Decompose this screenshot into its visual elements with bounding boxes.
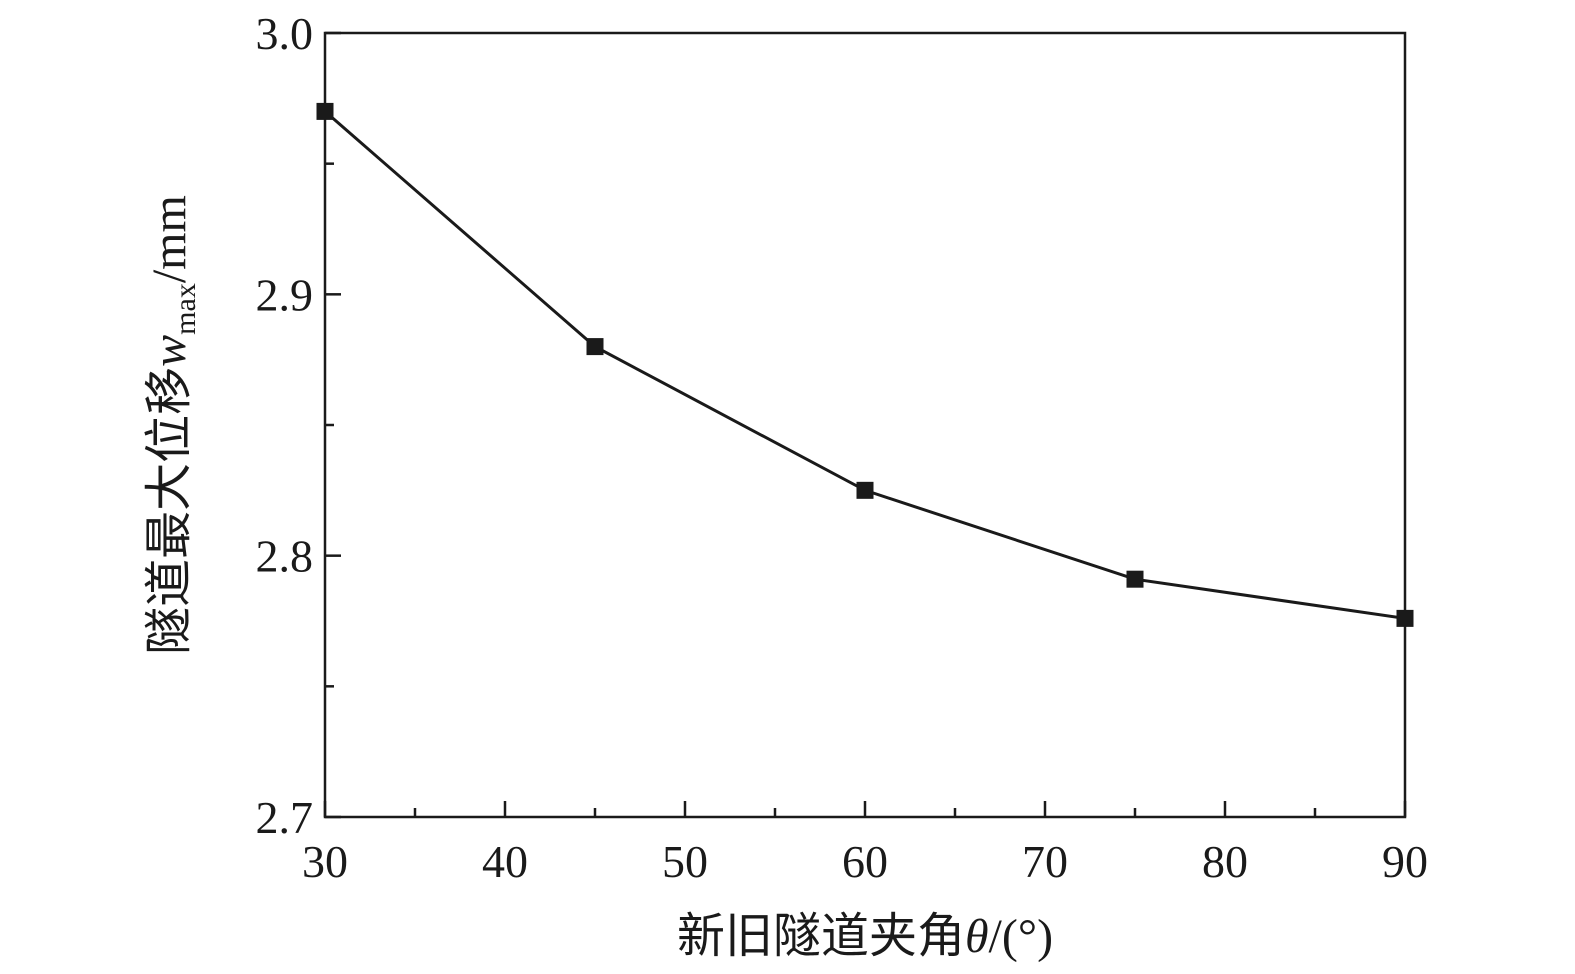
y-tick-label: 2.9 (256, 269, 314, 320)
y-axis-title-main: 隧道最大位移 (143, 367, 196, 655)
data-point (856, 481, 874, 499)
data-point (586, 338, 604, 356)
plot-frame (323, 31, 1407, 819)
data-point (1126, 570, 1144, 588)
tick-labels: 30 40 50 60 70 80 90 2.7 2.8 2.9 3.0 (256, 8, 1429, 887)
data-markers (316, 102, 1414, 627)
y-axis-title-unit: /mm (143, 195, 196, 283)
y-tick-label: 2.8 (256, 531, 314, 582)
data-point (1396, 609, 1414, 627)
x-tick-label: 90 (1382, 836, 1428, 887)
y-axis-title-symbol: w (143, 335, 196, 367)
x-tick-label: 30 (302, 836, 348, 887)
data-point (316, 102, 334, 120)
series-line (324, 110, 1406, 620)
x-axis-title-main: 新旧隧道夹角 (677, 910, 965, 963)
x-tick-label: 70 (1022, 836, 1068, 887)
x-tick-label: 40 (482, 836, 528, 887)
x-axis-title-symbol: θ (965, 910, 989, 963)
y-axis-title-subscript: max (169, 283, 202, 335)
x-tick-label: 80 (1202, 836, 1248, 887)
axis-ticks (323, 31, 1407, 819)
y-tick-label: 2.7 (256, 792, 314, 843)
x-axis-title: 新旧隧道夹角θ/(°) (677, 910, 1053, 963)
x-axis-title-unit: /(°) (989, 910, 1054, 963)
x-tick-label: 60 (842, 836, 888, 887)
x-tick-label: 50 (662, 836, 708, 887)
y-axis-title: 隧道最大位移wmax/mm (143, 195, 202, 655)
y-tick-label: 3.0 (256, 8, 314, 59)
